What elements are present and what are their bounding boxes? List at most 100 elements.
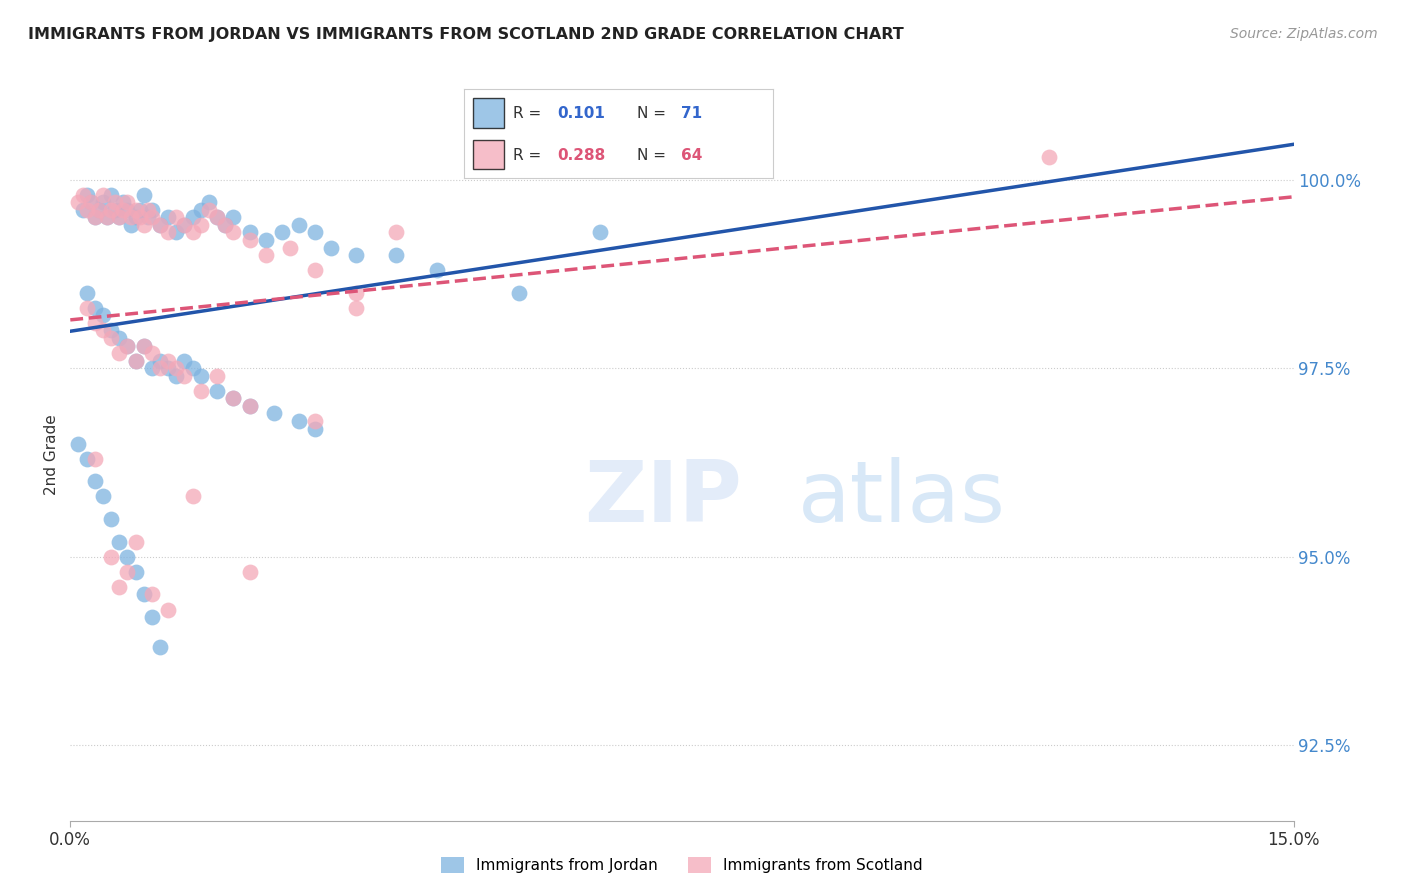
- Point: [132, 338, 155, 352]
- Point: [100, 549, 122, 564]
- Text: ZIP: ZIP: [583, 458, 742, 541]
- Point: [121, 211, 143, 225]
- Point: [222, 392, 245, 406]
- Text: R =: R =: [513, 106, 547, 120]
- Point: [222, 211, 245, 225]
- Point: [165, 211, 187, 225]
- Point: [83, 475, 105, 489]
- Point: [205, 384, 228, 398]
- Point: [128, 211, 150, 225]
- Point: [79, 195, 103, 210]
- Point: [100, 202, 122, 217]
- Point: [205, 211, 228, 225]
- Point: [132, 587, 155, 601]
- Point: [83, 211, 105, 225]
- Point: [124, 353, 146, 368]
- Point: [136, 202, 159, 217]
- Point: [287, 218, 309, 232]
- Point: [344, 285, 367, 300]
- Point: [190, 218, 212, 232]
- Point: [91, 187, 114, 202]
- Point: [254, 233, 277, 247]
- Point: [198, 202, 221, 217]
- Point: [117, 565, 139, 579]
- Text: 0.101: 0.101: [557, 106, 605, 120]
- Point: [83, 316, 105, 330]
- Point: [112, 195, 135, 210]
- Point: [83, 211, 105, 225]
- Point: [205, 211, 228, 225]
- Point: [254, 248, 277, 262]
- Point: [141, 610, 163, 624]
- Point: [96, 211, 118, 225]
- Point: [344, 248, 367, 262]
- Point: [67, 436, 90, 450]
- Point: [198, 195, 221, 210]
- Point: [91, 195, 114, 210]
- Point: [132, 187, 155, 202]
- Point: [76, 451, 98, 466]
- Point: [165, 226, 187, 240]
- Point: [214, 218, 236, 232]
- Point: [214, 218, 236, 232]
- Legend: Immigrants from Jordan, Immigrants from Scotland: Immigrants from Jordan, Immigrants from …: [434, 851, 929, 880]
- Point: [108, 211, 131, 225]
- Point: [304, 414, 326, 428]
- Point: [141, 202, 163, 217]
- Point: [87, 202, 110, 217]
- Point: [239, 233, 262, 247]
- Point: [173, 353, 195, 368]
- Point: [222, 392, 245, 406]
- Point: [1038, 150, 1060, 164]
- Point: [321, 241, 343, 255]
- Point: [157, 226, 180, 240]
- Point: [108, 534, 131, 549]
- Point: [124, 565, 146, 579]
- Point: [117, 549, 139, 564]
- Point: [100, 187, 122, 202]
- Text: N =: N =: [637, 148, 671, 162]
- Point: [173, 218, 195, 232]
- Point: [173, 218, 195, 232]
- Text: 71: 71: [681, 106, 702, 120]
- Point: [141, 346, 163, 360]
- Point: [91, 489, 114, 503]
- Point: [157, 602, 180, 616]
- Point: [149, 353, 172, 368]
- Point: [117, 338, 139, 352]
- Point: [181, 489, 204, 503]
- Point: [239, 399, 262, 413]
- Point: [108, 346, 131, 360]
- Text: R =: R =: [513, 148, 547, 162]
- Point: [91, 309, 114, 323]
- Point: [72, 187, 94, 202]
- Point: [205, 368, 228, 383]
- Point: [271, 226, 294, 240]
- Point: [67, 195, 90, 210]
- Point: [79, 195, 103, 210]
- Point: [385, 248, 408, 262]
- Point: [141, 361, 163, 376]
- Point: [108, 211, 131, 225]
- Point: [104, 195, 127, 210]
- Point: [76, 301, 98, 315]
- Point: [141, 211, 163, 225]
- Point: [83, 301, 105, 315]
- Point: [149, 218, 172, 232]
- Point: [280, 241, 302, 255]
- Point: [124, 202, 146, 217]
- Text: IMMIGRANTS FROM JORDAN VS IMMIGRANTS FROM SCOTLAND 2ND GRADE CORRELATION CHART: IMMIGRANTS FROM JORDAN VS IMMIGRANTS FRO…: [28, 27, 904, 42]
- Point: [104, 202, 127, 217]
- Point: [287, 414, 309, 428]
- Text: N =: N =: [637, 106, 671, 120]
- Point: [157, 211, 180, 225]
- Point: [173, 368, 195, 383]
- Point: [263, 407, 285, 421]
- FancyBboxPatch shape: [474, 98, 505, 128]
- Point: [117, 195, 139, 210]
- Point: [508, 285, 530, 300]
- Point: [239, 565, 262, 579]
- Y-axis label: 2nd Grade: 2nd Grade: [44, 415, 59, 495]
- Point: [304, 263, 326, 277]
- Point: [87, 202, 110, 217]
